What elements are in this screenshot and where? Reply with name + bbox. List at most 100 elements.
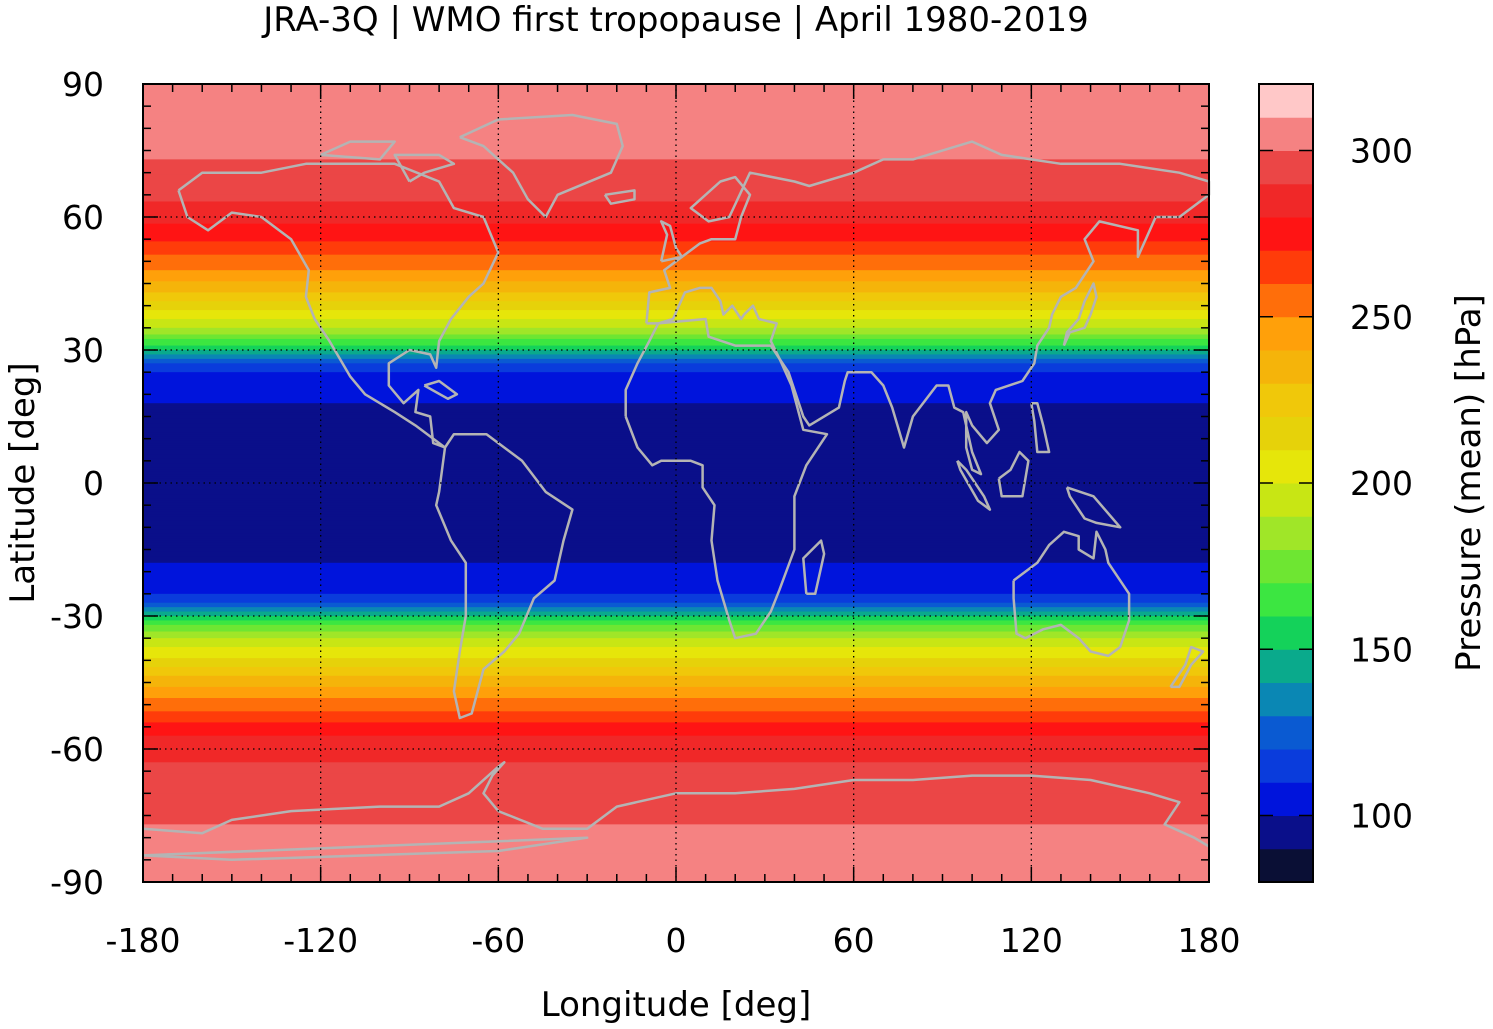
- y-tick-label: 60: [62, 198, 104, 237]
- field-band: [143, 445, 1209, 449]
- field-band: [143, 516, 1209, 520]
- field-band: [143, 811, 1209, 814]
- field-band: [143, 753, 1209, 757]
- field-band: [143, 602, 1209, 606]
- field-band: [143, 505, 1209, 508]
- field-band: [143, 263, 1209, 267]
- field-band: [143, 582, 1209, 586]
- field-band: [143, 565, 1209, 568]
- field-band: [143, 839, 1209, 843]
- field-band: [143, 467, 1209, 471]
- field-band: [143, 609, 1209, 613]
- field-band: [143, 234, 1209, 238]
- field-band: [143, 168, 1209, 172]
- field-band: [143, 345, 1209, 349]
- field-band: [143, 367, 1209, 371]
- colorbar-segment: [1259, 449, 1313, 484]
- field-band: [143, 538, 1209, 542]
- coastline-segment: [320, 140, 396, 161]
- field-band: [143, 675, 1209, 679]
- field-band: [143, 465, 1209, 469]
- field-band: [143, 850, 1209, 854]
- x-tick-label: 60: [833, 921, 875, 960]
- field-band: [143, 806, 1209, 810]
- field-band: [143, 624, 1209, 628]
- field-band: [143, 392, 1209, 395]
- field-band: [143, 219, 1209, 223]
- field-band: [143, 593, 1209, 597]
- field-band: [143, 686, 1209, 690]
- colorbar-tick-label: 100: [1350, 797, 1413, 836]
- field-band: [143, 323, 1209, 327]
- field-band: [143, 405, 1209, 409]
- field-band: [143, 427, 1209, 431]
- field-band: [143, 494, 1209, 497]
- field-band: [143, 613, 1209, 617]
- field-band: [143, 558, 1209, 562]
- field-band: [143, 607, 1209, 610]
- field-band: [143, 103, 1209, 107]
- field-band: [143, 673, 1209, 677]
- y-tick-label: 90: [62, 65, 104, 104]
- field-band: [143, 212, 1209, 216]
- field-band: [143, 398, 1209, 402]
- field-band: [143, 846, 1209, 850]
- field-band: [143, 680, 1209, 684]
- field-band: [143, 117, 1209, 121]
- field-band: [143, 729, 1209, 732]
- y-axis-label: Latitude [deg]: [3, 362, 43, 603]
- field-band: [143, 449, 1209, 453]
- field-band: [143, 438, 1209, 442]
- x-tick-label: -180: [106, 921, 181, 960]
- colorbar-segment: [1259, 815, 1313, 850]
- field-band: [143, 276, 1209, 280]
- coastline-segment: [423, 379, 459, 401]
- colorbar-segment: [1259, 516, 1313, 550]
- field-band: [143, 272, 1209, 276]
- field-band: [143, 454, 1209, 457]
- field-band: [143, 456, 1209, 460]
- field-band: [143, 181, 1209, 185]
- coastline-segment: [1065, 486, 1122, 529]
- field-band: [143, 252, 1209, 256]
- field-band: [143, 190, 1209, 194]
- field-band: [143, 372, 1209, 375]
- field-band: [143, 777, 1209, 781]
- chart-title: JRA-3Q | WMO first tropopause | April 19…: [261, 0, 1089, 40]
- colorbar-segment: [1259, 749, 1313, 783]
- field-band: [143, 702, 1209, 706]
- field-band: [143, 447, 1209, 451]
- field-band: [143, 208, 1209, 211]
- field-band: [143, 553, 1209, 557]
- coastline-segment: [659, 220, 684, 263]
- field-band: [143, 254, 1209, 258]
- colorbar-segment: [1259, 715, 1313, 750]
- field-band: [143, 106, 1209, 109]
- field-band: [143, 128, 1209, 132]
- y-tick-label: 30: [62, 331, 104, 370]
- coastline-segment: [177, 162, 500, 449]
- field-band: [143, 378, 1209, 382]
- field-band: [143, 159, 1209, 163]
- field-band: [143, 764, 1209, 768]
- field-band: [143, 134, 1209, 138]
- field-band: [143, 409, 1209, 413]
- field-band: [143, 471, 1209, 475]
- field-band: [143, 751, 1209, 755]
- coastline-segment: [1012, 530, 1131, 658]
- colorbar-segment: [1259, 582, 1313, 617]
- field-band: [143, 689, 1209, 692]
- field-band: [143, 855, 1209, 859]
- colorbar-tick-label: 200: [1350, 464, 1413, 503]
- colorbar-segment: [1259, 283, 1313, 318]
- field-band: [143, 576, 1209, 579]
- grid-lines: [143, 84, 1209, 882]
- coastline-segment: [142, 836, 589, 862]
- field-band: [143, 267, 1209, 271]
- field-band: [143, 338, 1209, 342]
- colorbar-segment: [1259, 649, 1313, 683]
- field-band: [143, 509, 1209, 513]
- field-band: [143, 616, 1209, 619]
- field-band: [143, 179, 1209, 183]
- field-band: [143, 201, 1209, 205]
